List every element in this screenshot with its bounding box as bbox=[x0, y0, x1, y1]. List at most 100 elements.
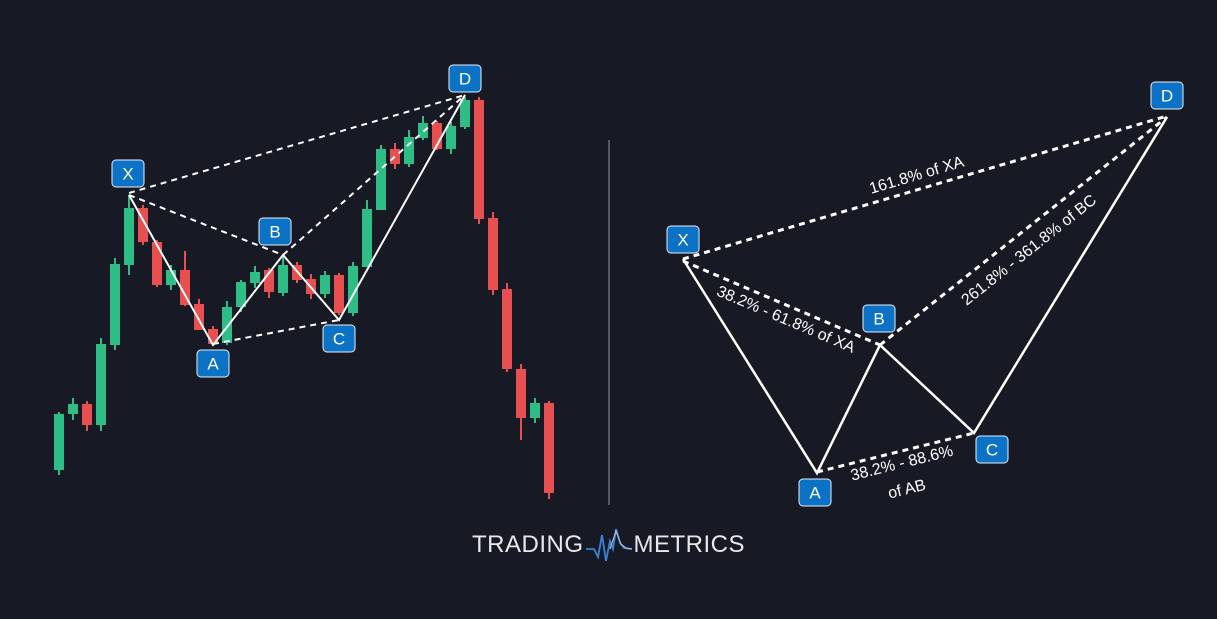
candle-bearish bbox=[488, 212, 498, 295]
candle-body bbox=[82, 404, 92, 425]
candle-bearish bbox=[516, 364, 526, 440]
schematic-dashed-xd bbox=[682, 114, 1168, 261]
annotation-ac-line2: of AB bbox=[886, 477, 927, 503]
schematic-label-c: C bbox=[975, 435, 1009, 464]
svg-text:A: A bbox=[809, 484, 821, 503]
candle-body bbox=[362, 209, 372, 267]
candle-body bbox=[404, 137, 414, 164]
svg-text:C: C bbox=[986, 441, 998, 460]
candle-bullish bbox=[446, 122, 456, 154]
schematic-dashed-ac bbox=[816, 431, 975, 474]
point-label-a: A bbox=[196, 349, 230, 378]
pattern-dashed-xb bbox=[128, 194, 284, 256]
logo-text-right: METRICS bbox=[633, 531, 745, 558]
candle-body bbox=[460, 100, 470, 127]
right-schematic: 161.8% of XA 38.2% - 61.8% of XA 261.8% … bbox=[666, 81, 1184, 507]
svg-text:B: B bbox=[873, 310, 884, 329]
pattern-dashed-bd bbox=[282, 94, 466, 256]
candle-bullish bbox=[124, 195, 134, 275]
candle-body bbox=[166, 270, 176, 285]
candle-bearish bbox=[544, 401, 554, 499]
candle-body bbox=[152, 242, 162, 285]
pattern-legs bbox=[128, 94, 466, 347]
schematic-label-x: X bbox=[666, 225, 700, 254]
candle-body bbox=[208, 329, 218, 344]
candle-bearish bbox=[194, 299, 204, 330]
candle-body bbox=[110, 264, 120, 345]
candle-body bbox=[446, 126, 456, 149]
candle-body bbox=[488, 218, 498, 290]
candle-bearish bbox=[334, 273, 344, 315]
candle-body bbox=[334, 275, 344, 313]
candle-body bbox=[68, 404, 78, 414]
candle-body bbox=[530, 403, 540, 418]
candle-bullish bbox=[222, 301, 232, 345]
candle-bullish bbox=[418, 116, 428, 140]
candle-bullish bbox=[54, 412, 64, 475]
svg-text:A: A bbox=[207, 355, 219, 374]
left-point-labels: X A B C D bbox=[111, 64, 482, 378]
candle-body bbox=[390, 149, 400, 164]
candle-body bbox=[516, 369, 526, 418]
candle-bullish bbox=[348, 262, 358, 316]
candle-body bbox=[236, 282, 246, 307]
point-label-b: B bbox=[258, 217, 292, 246]
candle-body bbox=[418, 123, 428, 138]
schematic-legs bbox=[681, 116, 1169, 476]
logo-text-left: TRADING bbox=[472, 531, 584, 558]
candle-bullish bbox=[362, 200, 372, 267]
svg-text:D: D bbox=[459, 70, 471, 89]
candle-bullish bbox=[278, 257, 288, 296]
candle-bullish bbox=[250, 266, 260, 288]
candle-body bbox=[264, 270, 274, 292]
candle-bearish bbox=[390, 143, 400, 169]
candle-body bbox=[348, 266, 358, 313]
candle-bullish bbox=[320, 271, 330, 298]
candle-bearish bbox=[152, 240, 162, 287]
candle-bullish bbox=[460, 97, 470, 129]
schematic-label-b: B bbox=[862, 304, 896, 333]
candle-bullish bbox=[96, 338, 106, 431]
schematic-label-a: A bbox=[798, 478, 832, 507]
candle-body bbox=[222, 307, 232, 343]
candle-body bbox=[474, 100, 484, 219]
svg-text:B: B bbox=[269, 223, 280, 242]
candle-body bbox=[376, 149, 386, 210]
waveform-icon bbox=[585, 528, 632, 562]
point-label-d: D bbox=[448, 64, 482, 93]
candle-body bbox=[320, 275, 330, 294]
candle-bearish bbox=[180, 251, 190, 306]
candle-bullish bbox=[110, 258, 120, 350]
svg-text:D: D bbox=[1161, 87, 1173, 106]
pattern-dashed-xd bbox=[128, 94, 466, 194]
candlestick-chart bbox=[54, 97, 554, 499]
candle-body bbox=[278, 265, 288, 293]
schematic-dashed-bd bbox=[879, 115, 1168, 347]
schematic-dashed-xb bbox=[682, 259, 881, 347]
candle-body bbox=[54, 414, 64, 470]
candle-body bbox=[96, 344, 106, 425]
annotation-bd: 261.8% - 361.8% of BC bbox=[958, 192, 1099, 309]
annotation-ac-line1: 38.2% - 88.6% bbox=[849, 443, 955, 485]
candle-body bbox=[138, 208, 148, 242]
candle-body bbox=[180, 270, 190, 305]
candle-bearish bbox=[474, 97, 484, 224]
candle-bullish bbox=[404, 130, 414, 167]
candle-bearish bbox=[208, 326, 218, 346]
candle-bullish bbox=[68, 398, 78, 420]
schematic-label-d: D bbox=[1150, 81, 1184, 110]
candle-body bbox=[432, 123, 442, 149]
candle-bearish bbox=[82, 401, 92, 431]
candle-bearish bbox=[138, 205, 148, 245]
candle-body bbox=[544, 403, 554, 493]
left-pattern bbox=[128, 94, 466, 347]
svg-text:C: C bbox=[333, 330, 345, 349]
candle-body bbox=[124, 208, 134, 265]
annotation-xb: 38.2% - 61.8% of XA bbox=[714, 283, 858, 357]
candle-bullish bbox=[530, 398, 540, 423]
trading-metrics-logo: TRADING METRICS bbox=[472, 527, 745, 563]
svg-text:X: X bbox=[122, 165, 133, 184]
candle-bullish bbox=[376, 145, 386, 210]
point-label-c: C bbox=[322, 324, 356, 353]
